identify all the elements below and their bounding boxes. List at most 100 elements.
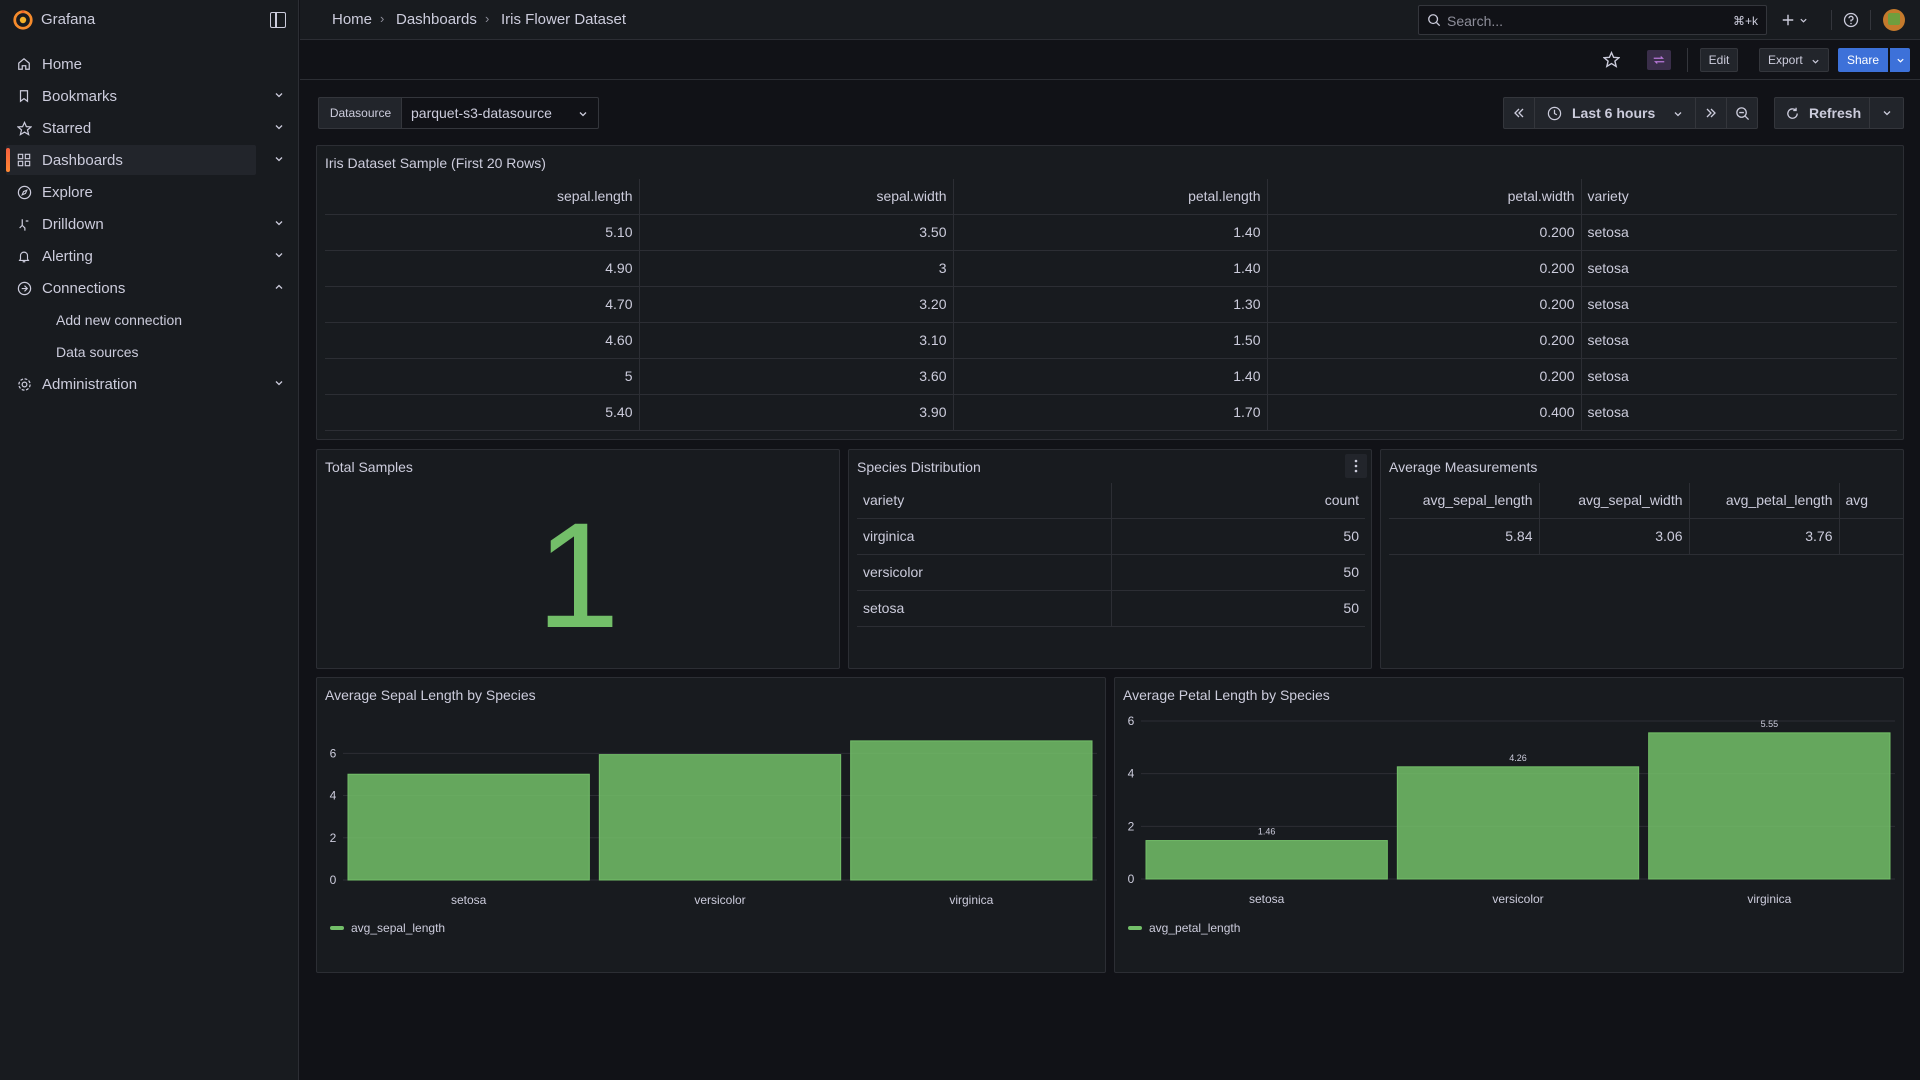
panel-petal-chart: Average Petal Length by Species 0 2 4 6 seto… xyxy=(1114,677,1904,973)
time-shift-back-button[interactable] xyxy=(1503,97,1535,129)
bar-versicolor[interactable] xyxy=(1396,766,1640,880)
breadcrumb-home[interactable]: Home xyxy=(332,11,373,28)
switch-icon xyxy=(1653,56,1665,64)
sidebar-item-connections[interactable]: Connections xyxy=(6,273,256,303)
sidebar: Grafana Home Bookmarks Starred Dashboard… xyxy=(0,0,299,1080)
chevron-down-icon[interactable] xyxy=(274,122,284,132)
help-icon[interactable] xyxy=(1843,12,1859,28)
sidebar-item-label: Alerting xyxy=(42,247,93,265)
bar-setosa[interactable] xyxy=(347,773,590,881)
chevron-down-icon[interactable] xyxy=(274,154,284,164)
time-shift-forward-button[interactable] xyxy=(1695,97,1727,129)
panel-title: Average Petal Length by Species xyxy=(1123,687,1330,703)
zoom-out-button[interactable] xyxy=(1726,97,1758,129)
table-cell: 5.10 xyxy=(325,214,639,251)
column-header-petal-length[interactable]: petal.length xyxy=(952,179,1267,215)
refresh-button[interactable]: Refresh xyxy=(1774,97,1870,129)
table-cell: 50 xyxy=(1110,590,1365,627)
bar-virginica[interactable] xyxy=(1648,732,1891,880)
column-header-avg[interactable]: avg xyxy=(1838,483,1903,519)
iris-sample-table: sepal.length sepal.width petal.length pe… xyxy=(325,179,1897,431)
double-chevron-left-icon xyxy=(1514,108,1524,118)
column-header-count[interactable]: count xyxy=(1110,483,1365,519)
column-header-sepal-length[interactable]: sepal.length xyxy=(325,179,639,215)
x-tick-label: versicolor xyxy=(1492,892,1543,906)
sidebar-item-dashboards[interactable]: Dashboards xyxy=(6,145,256,175)
table-cell: 4.70 xyxy=(325,286,639,323)
table-cell: setosa xyxy=(1580,214,1897,251)
dock-menu-icon[interactable] xyxy=(270,12,286,28)
legend-item[interactable]: avg_sepal_length xyxy=(330,921,445,935)
refresh-icon xyxy=(1787,107,1798,119)
legend-item[interactable]: avg_petal_length xyxy=(1128,921,1240,935)
table-cell: 1.50 xyxy=(952,322,1267,359)
column-header-avg-petal-length[interactable]: avg_petal_length xyxy=(1688,483,1839,519)
table-cell: 0.200 xyxy=(1266,358,1581,395)
table-cell: 5.84 xyxy=(1389,518,1539,555)
chevron-down-icon xyxy=(579,112,587,117)
table-cell: 3.20 xyxy=(638,286,953,323)
brand-name[interactable]: Grafana xyxy=(41,11,96,28)
sidebar-subitem-add-new-connection[interactable]: Add new connection xyxy=(56,312,183,328)
grafana-logo-icon[interactable] xyxy=(12,9,34,31)
sidebar-subitem-data-sources[interactable]: Data sources xyxy=(56,344,139,360)
chevron-down-icon[interactable] xyxy=(274,250,284,260)
x-tick-label: versicolor xyxy=(694,893,745,907)
table-row: virginica 50 xyxy=(857,518,1365,555)
search-shortcut: ⌘+k xyxy=(1732,14,1758,28)
column-header-petal-width[interactable]: petal.width xyxy=(1266,179,1581,215)
column-header-variety[interactable]: variety xyxy=(857,483,1111,519)
share-button[interactable]: Share xyxy=(1838,48,1888,72)
sidebar-item-starred[interactable]: Starred xyxy=(6,113,256,143)
table-cell: 0.200 xyxy=(1266,322,1581,359)
table-cell: 0.200 xyxy=(1266,214,1581,251)
compass-icon xyxy=(16,184,32,200)
breadcrumb-dashboards[interactable]: Dashboards xyxy=(396,11,477,28)
sidebar-item-drilldown[interactable]: Drilldown xyxy=(6,209,256,239)
table-row: setosa 50 xyxy=(857,590,1365,627)
data-label: 4.26 xyxy=(1509,753,1527,763)
bar-versicolor[interactable] xyxy=(598,754,842,881)
column-header-avg-sepal-length[interactable]: avg_sepal_length xyxy=(1389,483,1539,519)
datasource-select[interactable]: parquet-s3-datasource xyxy=(401,97,599,129)
refresh-interval-button[interactable] xyxy=(1869,97,1904,129)
divider xyxy=(1831,10,1832,30)
sidebar-item-label: Starred xyxy=(42,119,92,137)
public-dashboard-button[interactable] xyxy=(1647,50,1671,70)
share-menu-button[interactable] xyxy=(1890,48,1910,72)
data-label: 1.46 xyxy=(1258,827,1276,837)
table-cell: 50 xyxy=(1110,518,1365,555)
bar-virginica[interactable] xyxy=(850,740,1093,881)
chevron-down-icon xyxy=(1812,59,1819,64)
y-tick-label: 4 xyxy=(1128,767,1135,781)
sidebar-item-home[interactable]: Home xyxy=(6,49,256,79)
plus-icon xyxy=(1782,14,1794,26)
column-header-sepal-width[interactable]: sepal.width xyxy=(638,179,953,215)
connections-icon xyxy=(16,280,32,296)
sidebar-item-alerting[interactable]: Alerting xyxy=(6,241,256,271)
column-header-variety[interactable]: variety xyxy=(1580,179,1897,215)
sidebar-item-explore[interactable]: Explore xyxy=(6,177,256,207)
panel-menu-button[interactable] xyxy=(1345,454,1367,478)
export-button[interactable]: Export xyxy=(1759,48,1829,72)
avatar[interactable] xyxy=(1883,9,1905,31)
sidebar-item-bookmarks[interactable]: Bookmarks xyxy=(6,81,256,111)
new-menu-button[interactable] xyxy=(1781,9,1817,31)
table-header-row: variety count xyxy=(857,483,1365,519)
edit-button[interactable]: Edit xyxy=(1700,48,1738,72)
sidebar-item-administration[interactable]: Administration xyxy=(6,369,256,399)
table-row: versicolor 50 xyxy=(857,554,1365,591)
column-header-avg-sepal-width[interactable]: avg_sepal_width xyxy=(1538,483,1689,519)
search-input[interactable]: Search... ⌘+k xyxy=(1418,5,1767,35)
table-cell: versicolor xyxy=(857,554,1111,591)
star-icon[interactable] xyxy=(1603,51,1620,68)
chevron-down-icon[interactable] xyxy=(274,378,284,388)
chevron-down-icon[interactable] xyxy=(274,90,284,100)
time-range-picker[interactable]: Last 6 hours xyxy=(1534,97,1696,129)
zoom-out-icon xyxy=(1735,106,1749,120)
chevron-down-icon[interactable] xyxy=(274,218,284,228)
bar-setosa[interactable] xyxy=(1145,840,1388,880)
table-cell: 4.60 xyxy=(325,322,639,359)
table-cell: setosa xyxy=(857,590,1111,627)
chevron-up-icon[interactable] xyxy=(274,282,284,292)
